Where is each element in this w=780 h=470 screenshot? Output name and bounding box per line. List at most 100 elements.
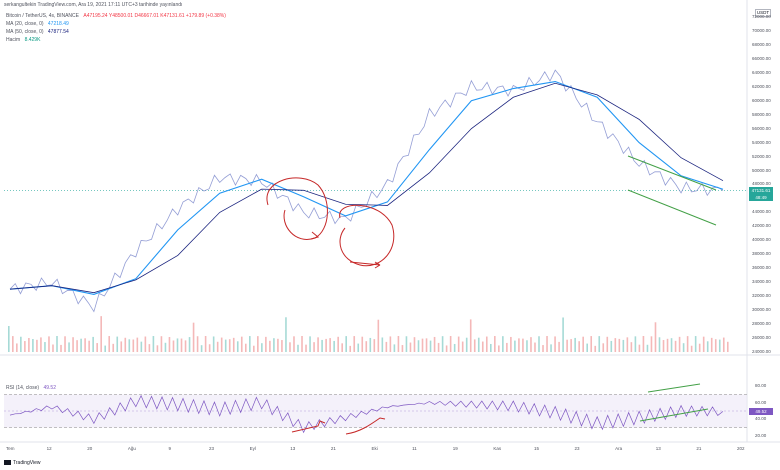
volume-bar [401, 345, 404, 352]
volume-bar [337, 336, 339, 352]
volume-bar [674, 340, 677, 352]
volume-bar [265, 336, 267, 352]
tradingview-logo-icon [4, 460, 11, 466]
time-tick-label: 20 [87, 446, 93, 451]
volume-bar [68, 342, 70, 352]
volume-bar [80, 338, 82, 352]
volume-bar [389, 336, 392, 352]
price-tick-label: 70000.00 [752, 27, 771, 33]
volume-bar [116, 336, 119, 352]
volume-bar [104, 345, 106, 352]
volume-bar [481, 341, 484, 352]
volume-bar [726, 341, 729, 352]
legend-ma50[interactable]: MA (50, close, 0) 47877.54 [6, 29, 69, 35]
volume-bar [172, 340, 175, 352]
volume-bar [457, 336, 460, 352]
volume-bar [417, 340, 420, 352]
volume-bar [590, 336, 593, 352]
volume-bar [618, 338, 621, 352]
volume-bar [598, 336, 601, 352]
rsi-tick-label: 60.00 [755, 399, 767, 405]
ma20-value: 47218.49 [47, 21, 69, 27]
price-tick-label: 50000.00 [752, 167, 771, 173]
volume-bar [273, 338, 275, 352]
volume-bar [285, 317, 287, 352]
volume-bar [301, 336, 303, 352]
rsi-channel-upper-line [647, 383, 701, 393]
volume-bar [682, 343, 685, 352]
volume-bar [345, 336, 347, 352]
volume-bar [421, 338, 424, 352]
volume-bar [40, 337, 42, 352]
volume-bar [429, 340, 432, 352]
volume-bar [148, 344, 151, 352]
volume-bar [257, 336, 259, 352]
volume-bar [281, 340, 283, 352]
volume-bar [437, 342, 440, 352]
volume-bar [244, 343, 247, 352]
volume-bar [188, 337, 191, 352]
volume-bar [12, 336, 14, 352]
time-tick-label: 13 [655, 446, 661, 451]
time-tick-label: Tem [6, 446, 15, 451]
volume-bar [449, 336, 452, 352]
brand-label: TradingView [13, 460, 41, 466]
volume-bar [136, 337, 139, 352]
symbol-label: Bitcoin / TetherUS, 4s, BINANCE [6, 13, 79, 19]
price-tick-label: 34000.00 [752, 279, 771, 285]
volume-bar [686, 336, 689, 352]
volume-bar [204, 336, 207, 352]
volume-bar [570, 339, 572, 352]
volume-bar [461, 341, 464, 352]
tradingview-brand[interactable]: TradingView [4, 460, 41, 466]
volume-bar [678, 336, 681, 352]
volume-bar [706, 341, 709, 352]
time-tick-label: Ara [615, 446, 623, 451]
volume-bar [164, 342, 167, 352]
volume-bar [694, 336, 697, 352]
legend-ma20[interactable]: MA (20, close, 0) 47218.49 [6, 21, 69, 27]
volume-bar [530, 337, 532, 352]
volume-bar [477, 337, 480, 352]
volume-bar [44, 342, 46, 352]
rsi-band [4, 394, 747, 428]
volume-bar [602, 343, 605, 352]
legend-main[interactable]: Bitcoin / TetherUS, 4s, BINANCE A47195.2… [6, 13, 226, 19]
ma20-label: MA (20, close, 0) [6, 21, 44, 27]
price-tick-label: 68000.00 [752, 41, 771, 47]
legend-rsi[interactable]: RSI (14, close) 49.52 [6, 385, 56, 391]
volume-bar [626, 337, 629, 352]
price-tick-label: 52000.00 [752, 153, 771, 159]
volume-bar [377, 319, 380, 352]
rsi-tick-label: 20.00 [755, 432, 767, 438]
volume-bar [594, 345, 597, 352]
volume-bar [510, 336, 512, 352]
volume-bar [702, 336, 705, 352]
volume-bar [317, 337, 319, 352]
volume-bar [534, 342, 536, 352]
volume-bar [546, 336, 548, 352]
price-tick-label: 66000.00 [752, 55, 771, 61]
volume-bar [192, 322, 195, 352]
time-tick-label: 9 [168, 446, 171, 451]
rsi-annotation-1 [291, 420, 326, 433]
volume-bar [8, 326, 10, 352]
volume-bar [622, 339, 625, 352]
ma50-value: 47877.54 [47, 29, 69, 35]
price-tick-label: 32000.00 [752, 293, 771, 299]
volume-bar [152, 336, 155, 352]
price-tick-label: 54000.00 [752, 139, 771, 145]
volume-bar [642, 336, 645, 352]
volume-bar [630, 342, 633, 352]
volume-bar [554, 336, 556, 352]
volume-bar [48, 336, 50, 352]
legend-volume[interactable]: Hacim 8.429K [6, 37, 40, 43]
volume-bar [385, 341, 388, 352]
time-tick-label: 13 [290, 446, 296, 451]
price-tick-label: 40000.00 [752, 237, 771, 243]
currency-selector[interactable]: USDT [755, 9, 771, 17]
volume-bar [76, 340, 78, 352]
volume-bar [196, 336, 199, 352]
rsi-channel-lower-line [639, 408, 709, 422]
